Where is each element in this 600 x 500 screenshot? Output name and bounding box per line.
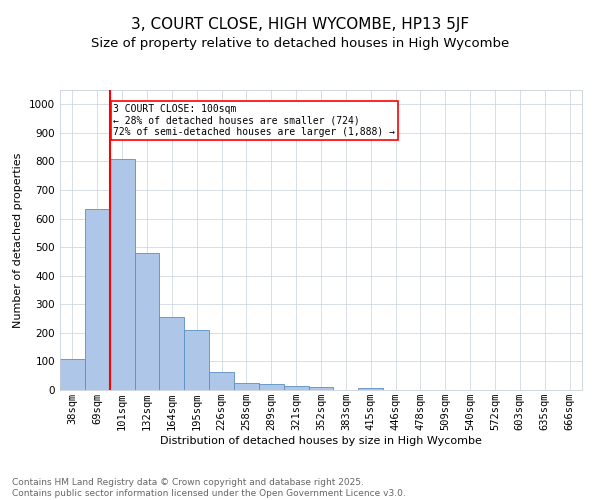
Text: Contains HM Land Registry data © Crown copyright and database right 2025.
Contai: Contains HM Land Registry data © Crown c…	[12, 478, 406, 498]
Text: Size of property relative to detached houses in High Wycombe: Size of property relative to detached ho…	[91, 38, 509, 51]
Bar	[134, 253, 160, 390]
Bar	[160, 317, 184, 390]
Bar	[284, 386, 308, 390]
Y-axis label: Number of detached properties: Number of detached properties	[13, 152, 23, 328]
X-axis label: Distribution of detached houses by size in High Wycombe: Distribution of detached houses by size …	[160, 436, 482, 446]
Bar	[234, 383, 259, 390]
Bar	[259, 384, 284, 390]
Text: 3, COURT CLOSE, HIGH WYCOMBE, HP13 5JF: 3, COURT CLOSE, HIGH WYCOMBE, HP13 5JF	[131, 18, 469, 32]
Bar	[85, 208, 110, 390]
Bar	[308, 387, 334, 390]
Bar	[358, 388, 383, 390]
Bar	[184, 330, 209, 390]
Text: 3 COURT CLOSE: 100sqm
← 28% of detached houses are smaller (724)
72% of semi-det: 3 COURT CLOSE: 100sqm ← 28% of detached …	[113, 104, 395, 138]
Bar	[209, 372, 234, 390]
Bar	[60, 358, 85, 390]
Bar	[110, 158, 134, 390]
